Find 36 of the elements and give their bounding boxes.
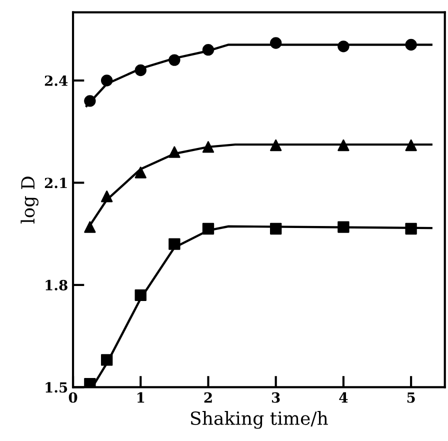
point: [338, 139, 350, 152]
y-tick-label: 1.5: [46, 382, 68, 393]
point: [202, 141, 214, 153]
point: [338, 40, 350, 52]
point: [405, 139, 417, 152]
x-tick-label: 3: [272, 392, 280, 403]
point: [405, 222, 417, 235]
y-tick-label: 2.4: [44, 75, 68, 86]
point: [270, 139, 282, 152]
point: [100, 354, 113, 366]
point: [100, 74, 113, 86]
point: [84, 378, 96, 388]
x-tick-label: 1: [137, 392, 144, 403]
point: [84, 221, 96, 233]
point: [100, 190, 113, 202]
point: [270, 37, 282, 49]
point: [134, 166, 146, 178]
point: [405, 38, 417, 51]
point: [168, 146, 180, 158]
x-axis-title: Shaking time/h: [190, 411, 328, 429]
y-axis-title: log D: [20, 176, 38, 224]
point: [134, 64, 146, 76]
point: [84, 95, 96, 107]
y-tick-label: 2.1: [44, 178, 67, 188]
point: [202, 44, 214, 56]
x-tick-label: 4: [339, 392, 348, 403]
point: [168, 238, 180, 250]
point: [168, 54, 180, 66]
point: [338, 221, 350, 233]
x-tick-label: 0: [68, 392, 78, 403]
point: [270, 222, 282, 235]
y-tick-label: 1.8: [46, 280, 68, 290]
x-tick-label: 2: [204, 392, 212, 403]
point: [134, 289, 146, 302]
x-tick-label: 5: [407, 392, 415, 403]
point: [202, 222, 214, 235]
